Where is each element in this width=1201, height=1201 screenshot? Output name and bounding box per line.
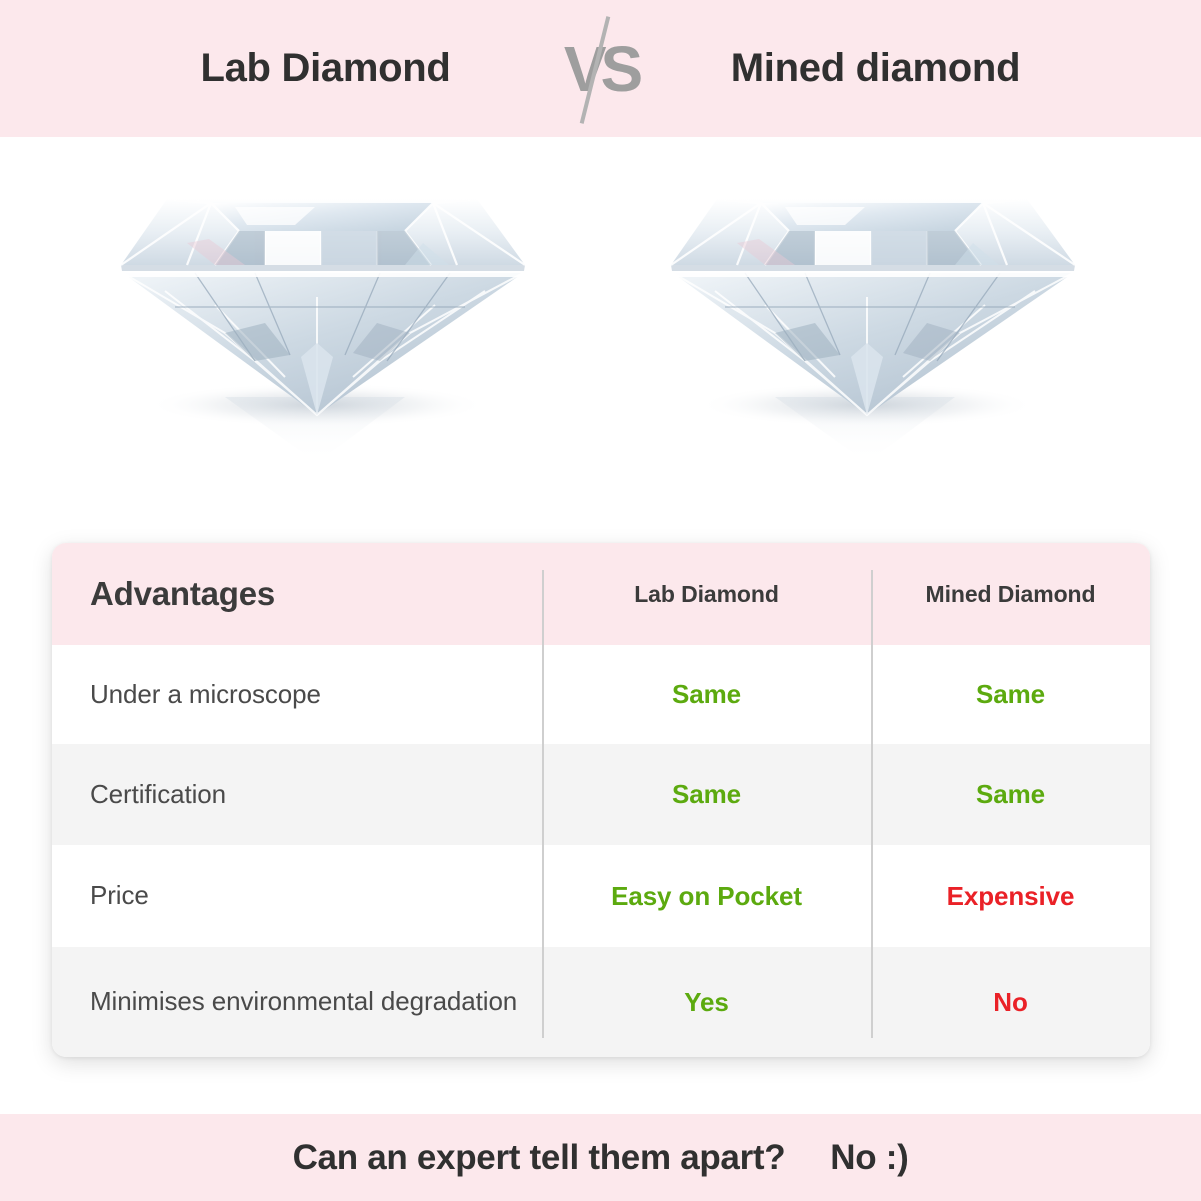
table-header-row: Advantages Lab Diamond Mined Diamond (52, 543, 1150, 645)
row-lab-cell: Yes (684, 986, 729, 1017)
diamond-icon (670, 197, 1076, 463)
column-divider (542, 570, 544, 1038)
versus-label: VS (563, 32, 643, 105)
row-lab-cell: Easy on Pocket (611, 880, 802, 911)
header-title-lab: Lab Diamond (200, 46, 451, 90)
footer-question: Can an expert tell them apart? (292, 1137, 786, 1177)
table-row: Certification Same Same (52, 744, 1150, 845)
lab-diamond-image (105, 147, 545, 477)
row-feature-cell: Minimises environmental degradation (90, 986, 518, 1017)
diamond-stage (0, 137, 1201, 543)
column-divider (871, 570, 873, 1038)
row-mined-cell: No (993, 986, 1028, 1017)
versus-badge: VS (541, 9, 661, 129)
row-feature-cell: Under a microscope (90, 678, 321, 709)
footer-band: Can an expert tell them apart? No :) (0, 1114, 1201, 1201)
table-row: Under a microscope Same Same (52, 645, 1150, 744)
row-mined-cell: Same (976, 779, 1045, 809)
diamond-icon (120, 197, 526, 463)
footer-answer: No :) (830, 1137, 909, 1177)
mined-diamond-image (655, 147, 1095, 477)
row-mined-cell: Same (976, 679, 1045, 709)
table-header-lab-diamond: Lab Diamond (634, 580, 779, 607)
row-feature-cell: Price (90, 880, 149, 911)
footer-question-answer: Can an expert tell them apart? No :) (293, 1138, 909, 1178)
row-lab-cell: Same (672, 679, 741, 709)
header-band: Lab Diamond VS Mined diamond (0, 0, 1201, 137)
table-row: Minimises environmental degradation Yes … (52, 947, 1150, 1057)
row-mined-cell: Expensive (946, 880, 1075, 911)
row-feature-cell: Certification (90, 778, 226, 809)
header-title-mined: Mined diamond (730, 46, 1021, 90)
row-lab-cell: Same (672, 779, 741, 809)
table-row: Price Easy on Pocket Expensive (52, 845, 1150, 947)
table-header-advantages: Advantages (90, 575, 276, 612)
table-header-mined-diamond: Mined Diamond (925, 580, 1096, 607)
comparison-table-card: Advantages Lab Diamond Mined Diamond Und… (52, 543, 1150, 1057)
